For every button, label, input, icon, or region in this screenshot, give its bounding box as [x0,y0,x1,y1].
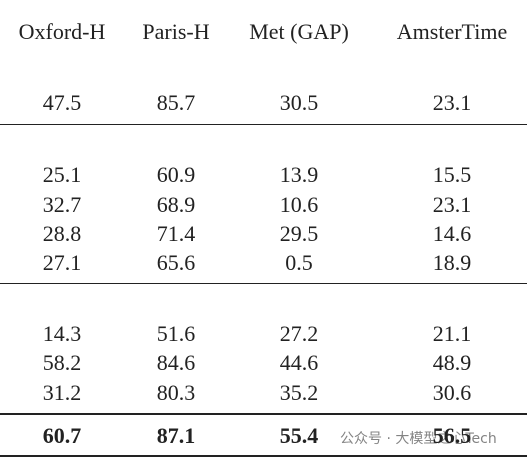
table-cell: 28.8 [42,221,82,246]
table-cell: 27.2 [279,321,319,346]
table-cell: 27.1 [42,250,82,275]
header-cell: Paris-H [142,19,210,44]
header-cell: AmsterTime [396,19,508,44]
rule [0,124,527,126]
table-cell: 23.1 [432,90,472,115]
table-cell-bold: 56.5 [432,423,472,448]
table-cell: 35.2 [279,380,319,405]
table-cell: 44.6 [279,350,319,375]
table-cell: 47.5 [42,90,82,115]
table-cell: 30.6 [432,380,472,405]
header-cell: Met (GAP) [249,19,349,44]
table-cell-bold: 55.4 [279,423,319,448]
table-cell: 68.9 [156,192,196,217]
table-cell: 18.9 [432,250,472,275]
table-cell: 10.6 [279,192,319,217]
table-cell: 51.6 [156,321,196,346]
table-cell-bold: 87.1 [156,423,196,448]
table-cell: 14.3 [42,321,82,346]
rule [0,455,527,457]
table-cell: 32.7 [42,192,82,217]
table-cell-bold: 60.7 [42,423,82,448]
table-cell: 60.9 [156,162,196,187]
rule [0,413,527,415]
table-cell: 29.5 [279,221,319,246]
table-cell: 25.1 [42,162,82,187]
header-cell: Oxford-H [18,19,106,44]
table-cell: 23.1 [432,192,472,217]
table-cell: 31.2 [42,380,82,405]
table-cell: 30.5 [279,90,319,115]
rule [0,283,527,285]
table-cell: 21.1 [432,321,472,346]
watermark: 公众号 · 大模型之心Tech [340,431,497,447]
table-cell: 15.5 [432,162,472,187]
table-cell: 85.7 [156,90,196,115]
table-cell: 80.3 [156,380,196,405]
table-cell: 13.9 [279,162,319,187]
table-cell: 48.9 [432,350,472,375]
table-cell: 0.5 [285,250,313,275]
table-cell: 84.6 [156,350,196,375]
table-cell: 58.2 [42,350,82,375]
table-cell: 65.6 [156,250,196,275]
table-cell: 14.6 [432,221,472,246]
table-cell: 71.4 [156,221,196,246]
